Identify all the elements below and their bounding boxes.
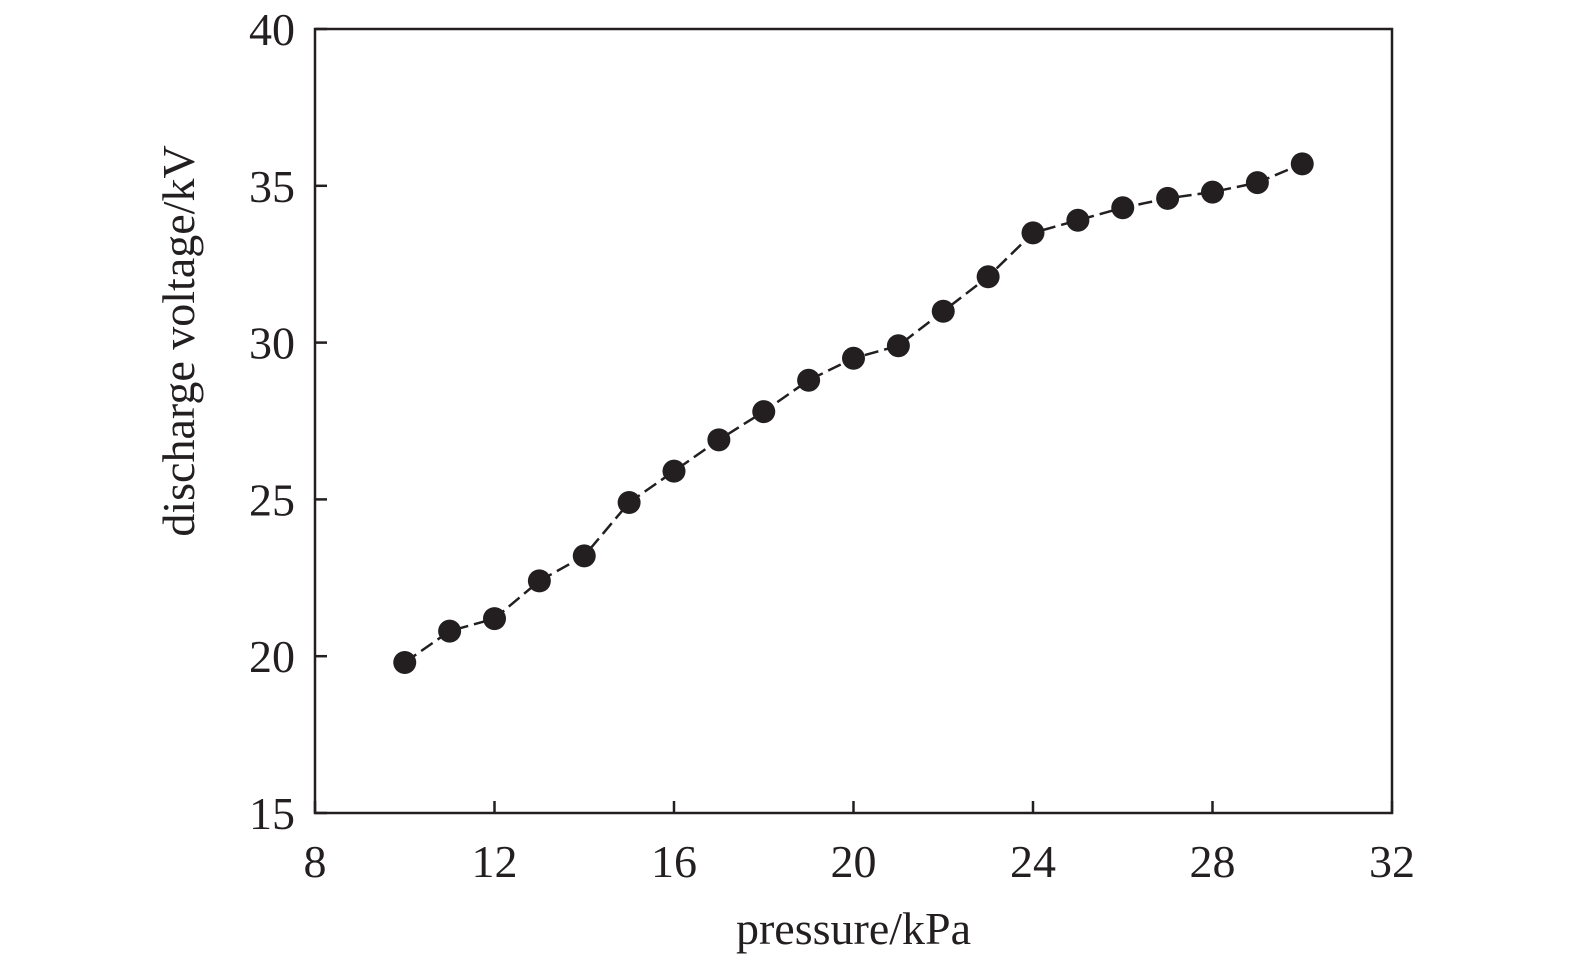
- y-tick-label: 25: [249, 474, 295, 525]
- data-point: [1066, 208, 1090, 232]
- data-point: [1290, 152, 1314, 176]
- data-point: [1021, 221, 1045, 245]
- data-point: [483, 607, 506, 631]
- data-point: [1111, 196, 1135, 220]
- data-point: [1245, 171, 1269, 195]
- y-tick-label: 30: [249, 318, 295, 369]
- x-tick-label: 28: [1190, 836, 1236, 887]
- x-tick-label: 12: [472, 836, 518, 887]
- x-tick-label: 24: [1010, 836, 1056, 887]
- data-point: [1201, 180, 1224, 204]
- data-point: [797, 368, 821, 392]
- data-point: [886, 334, 910, 358]
- x-tick-label: 20: [831, 836, 877, 887]
- data-point: [752, 400, 776, 424]
- data-point: [527, 569, 551, 593]
- x-tick-label: 16: [651, 836, 697, 887]
- data-point: [842, 346, 865, 370]
- plot-frame: [313, 27, 1394, 815]
- axes: 8 12 16 20 24 28 32 15 20 25 30 35 40: [249, 4, 1415, 887]
- y-axis-label: discharge voltage/kV: [153, 145, 204, 536]
- y-tick-label: 35: [249, 161, 295, 212]
- x-tick-label: 32: [1369, 836, 1415, 887]
- data-point: [707, 428, 731, 452]
- data-point: [931, 299, 955, 323]
- y-tick-label: 40: [249, 4, 295, 55]
- data-point: [976, 265, 1000, 289]
- data-point: [617, 491, 641, 515]
- data-point: [393, 650, 417, 674]
- y-tick-label: 20: [249, 631, 295, 682]
- data-point: [662, 459, 686, 483]
- data-point: [1156, 186, 1180, 210]
- x-axis-label: pressure/kPa: [736, 903, 971, 954]
- data-point: [438, 619, 462, 643]
- x-tick-label: 8: [304, 836, 327, 887]
- y-tick-label: 15: [249, 788, 295, 839]
- data-point: [572, 544, 596, 568]
- series-layer: [393, 152, 1314, 674]
